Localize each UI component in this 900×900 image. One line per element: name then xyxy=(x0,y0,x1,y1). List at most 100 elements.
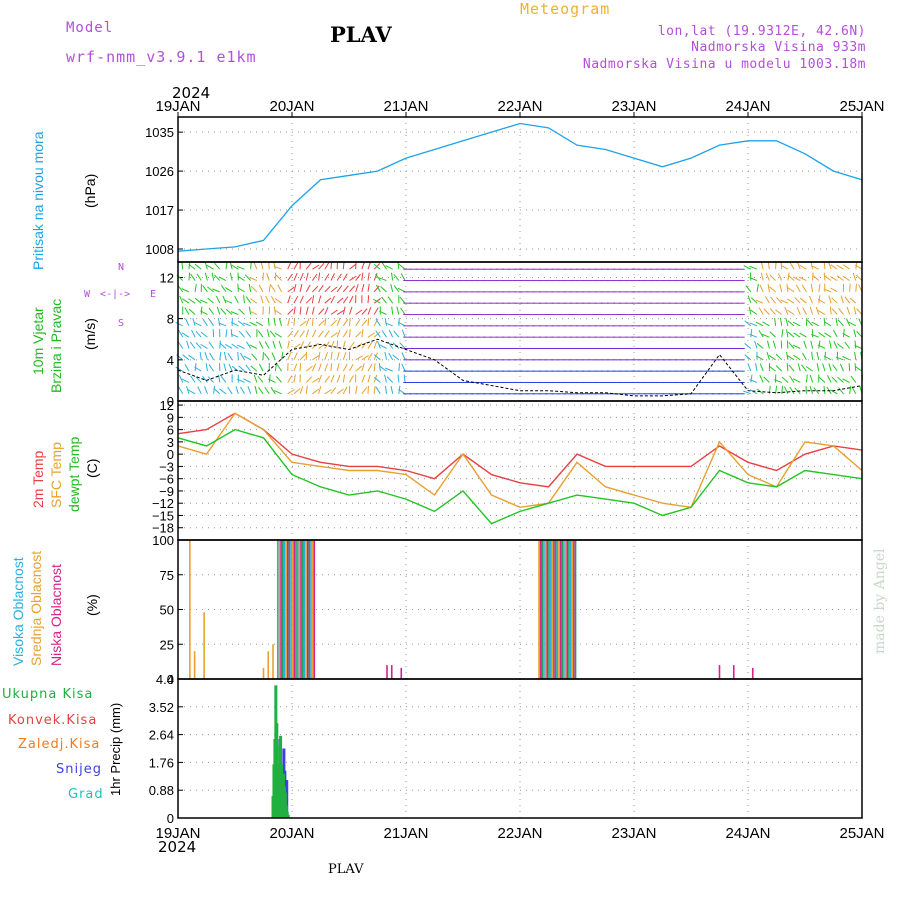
wind-arrow xyxy=(305,306,309,315)
wind-arrow xyxy=(213,388,221,395)
wind-arrow xyxy=(231,264,239,270)
wind-arrow xyxy=(795,284,801,293)
wind-arrow xyxy=(747,295,752,304)
wind-arrow xyxy=(361,374,366,383)
y-tick-label: 0.88 xyxy=(149,783,174,798)
wind-arrow xyxy=(179,295,184,304)
wind-arrow xyxy=(349,363,354,372)
wind-arrow xyxy=(381,296,387,304)
wind-arrow xyxy=(199,299,208,304)
y-tick-label: 8 xyxy=(167,312,174,327)
wind-arrow xyxy=(220,308,227,315)
wind-arrow xyxy=(299,306,302,315)
wind-arrow xyxy=(218,374,221,383)
wind-arrow xyxy=(789,375,795,383)
wind-arrow xyxy=(361,387,368,395)
wind-arrow xyxy=(767,283,770,292)
wind-arrow xyxy=(272,340,276,349)
wind-arrow xyxy=(213,385,216,394)
wind-arrow xyxy=(787,355,795,361)
wind-arrow xyxy=(361,363,365,372)
wind-arrow xyxy=(384,351,388,360)
wind-arrow xyxy=(336,297,344,304)
wind-arrow xyxy=(305,272,309,281)
wind-arrow xyxy=(287,375,293,383)
wind-arrow xyxy=(373,363,376,372)
wind-arrow xyxy=(818,331,826,338)
wind-arrow xyxy=(355,365,363,372)
wind-arrow xyxy=(849,385,852,394)
wind-arrow xyxy=(387,341,394,349)
wind-arrow xyxy=(828,363,832,372)
wind-arrow xyxy=(767,340,770,349)
wind-arrow xyxy=(219,351,222,360)
wind-arrow xyxy=(785,329,789,338)
wind-arrow xyxy=(336,363,340,372)
wind-arrow xyxy=(855,366,863,372)
wind-arrow xyxy=(254,385,258,394)
x-tick-label-bottom: 24JAN xyxy=(725,825,770,842)
wind-arrow xyxy=(386,376,394,383)
wind-arrow xyxy=(195,342,202,349)
wind-arrow xyxy=(236,265,245,270)
y-tick-label: 6 xyxy=(167,423,174,438)
wind-arrow xyxy=(248,283,252,292)
wind-arrow xyxy=(809,374,814,383)
wind-arrow xyxy=(399,342,406,349)
wind-arrow xyxy=(750,309,758,315)
wind-arrow xyxy=(792,276,801,281)
wind-arrow xyxy=(827,375,832,383)
wind-arrow xyxy=(200,306,203,315)
y-tick-label: 0 xyxy=(167,394,174,409)
wind-arrow xyxy=(780,264,789,270)
wind-arrow xyxy=(270,295,276,304)
wind-arrow xyxy=(384,385,388,394)
wind-arrow xyxy=(836,264,844,270)
wind-arrow xyxy=(775,296,783,304)
wind-arrow xyxy=(324,375,330,383)
wind-arrow xyxy=(267,317,270,326)
wind-arrow xyxy=(831,376,838,383)
wind-arrow xyxy=(812,274,820,281)
wind-arrow xyxy=(287,295,291,304)
wind-arrow xyxy=(238,308,245,315)
wind-arrow xyxy=(237,275,245,281)
wind-arrow xyxy=(264,353,270,361)
wind-arrow xyxy=(763,376,770,383)
wind-arrow xyxy=(749,322,758,327)
wind-arrow xyxy=(330,340,335,349)
wind-arrow xyxy=(824,275,832,281)
wind-arrow xyxy=(258,341,264,349)
wind-arrow xyxy=(243,378,251,383)
wind-arrow xyxy=(815,306,820,315)
wind-arrow xyxy=(367,261,372,270)
compass-arrows: <-|-> xyxy=(100,289,131,300)
wind-arrow xyxy=(207,286,214,293)
wind-arrow xyxy=(273,317,276,326)
wind-arrow xyxy=(250,285,258,293)
wind-arrow xyxy=(213,274,221,281)
wind-arrow xyxy=(367,341,373,349)
year-bottom: 2024 xyxy=(158,838,197,856)
wind-arrow xyxy=(792,321,801,327)
wind-arrow xyxy=(266,329,270,338)
wind-arrow xyxy=(225,308,233,315)
wind-arrow xyxy=(251,353,258,361)
wind-arrow xyxy=(299,341,305,349)
wind-arrow xyxy=(855,274,863,281)
wind-arrow xyxy=(312,388,320,395)
wind-arrow xyxy=(324,285,331,293)
wind-arrow xyxy=(377,340,381,349)
wind-arrow xyxy=(299,295,304,304)
wind-arrow xyxy=(237,320,245,327)
wind-arrow xyxy=(798,276,807,281)
y-tick-label: 3.52 xyxy=(149,700,174,715)
wind-arrow xyxy=(293,273,298,281)
wind-arrow xyxy=(361,272,364,281)
wind-arrow xyxy=(305,341,311,349)
wind-arrow xyxy=(398,388,406,395)
wind-arrow xyxy=(744,320,752,327)
wind-arrow xyxy=(293,374,296,383)
wind-arrow xyxy=(397,374,400,383)
wind-arrow xyxy=(748,306,752,315)
